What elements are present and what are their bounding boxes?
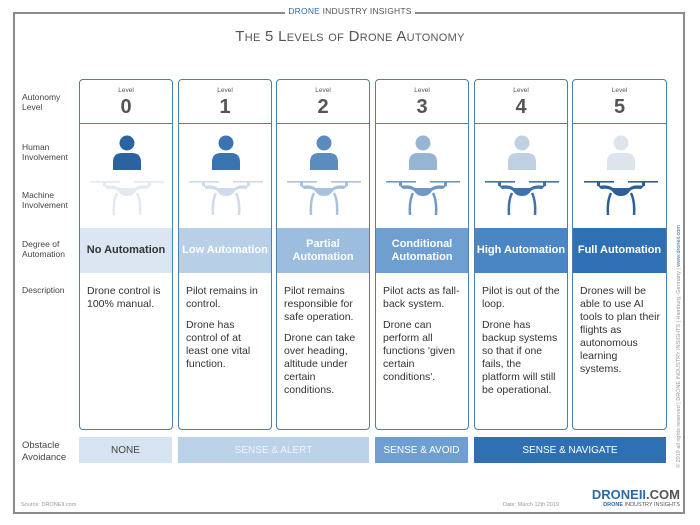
degree-of-automation: Full Automation (573, 228, 666, 273)
description: Pilot acts as fall-back system. Drone can… (376, 273, 468, 384)
level-header: Level 2 (277, 80, 369, 124)
person-icon (409, 135, 437, 170)
level-label: Level (217, 87, 233, 94)
level-number: 5 (613, 96, 626, 118)
degree-of-automation: No Automation (80, 228, 172, 273)
icons (277, 124, 369, 228)
label-obstacle: Obstacle Avoidance (22, 440, 67, 463)
description: Pilot remains in control. Drone has contr… (179, 273, 271, 371)
level-label: Level (513, 87, 529, 94)
description-paragraph: Pilot acts as fall-back system. (383, 285, 460, 310)
logo-b: .COM (646, 487, 680, 502)
source: Source: DRONEII.com (21, 502, 77, 508)
description-paragraph: Drone has control of at least one vital … (186, 319, 251, 370)
drone-icon (287, 181, 361, 216)
icons (475, 124, 567, 228)
description-paragraph: Drone can take over heading, altitude un… (284, 332, 356, 396)
obstacle-sense-alert: SENSE & ALERT (178, 437, 369, 463)
person-icon (310, 135, 338, 170)
description-paragraph: Drone has backup systems so that if one … (482, 319, 558, 396)
date: Date: March 12th 2019 (503, 502, 559, 508)
description-paragraph: Pilot remains in control. (186, 285, 258, 310)
description: Pilot remains responsible for safe opera… (277, 273, 369, 397)
description-paragraph: Drone control is 100% manual. (87, 285, 161, 310)
level-label: Level (414, 87, 430, 94)
label-machine: Machine Involvement (22, 190, 68, 210)
obstacle-label: SENSE & NAVIGATE (522, 444, 618, 456)
description-paragraph: Drones will be able to use AI tools to p… (580, 285, 660, 375)
side-copyright: © 2019 all rights reserved | DRONE INDUS… (676, 225, 682, 468)
icons (376, 124, 468, 228)
drone-icon (386, 181, 460, 216)
label-description: Description (22, 285, 65, 295)
label-human: Human Involvement (22, 142, 68, 162)
level-header: Level 4 (475, 80, 567, 124)
level-header: Level 0 (80, 80, 172, 124)
level-label: Level (315, 87, 331, 94)
drone-icon (583, 181, 658, 216)
level-card-1: Level 1 Low Automation Pilot remains in … (178, 79, 272, 430)
drone-icon (90, 181, 164, 216)
obstacle-label: SENSE & ALERT (234, 444, 313, 456)
level-number: 4 (515, 96, 527, 118)
degree-of-automation: Partial Automation (277, 228, 369, 273)
label-autonomy: Autonomy Level (22, 92, 61, 112)
level-header: Level 3 (376, 80, 468, 124)
divider (13, 12, 285, 14)
level-number: 2 (317, 96, 329, 118)
brand-b: INDUSTRY INSIGHTS (322, 6, 412, 16)
level-card-2: Level 2 Partial Automation Pilot remains… (276, 79, 370, 430)
divider (415, 12, 685, 14)
description: Drones will be able to use AI tools to p… (573, 273, 666, 376)
level-number: 0 (120, 96, 132, 118)
brand-top: DRONE INDUSTRY INSIGHTS (0, 6, 700, 16)
level-number: 3 (416, 96, 428, 118)
drone-icon (485, 181, 559, 216)
side-text: © 2019 all rights reserved | DRONE INDUS… (676, 266, 682, 468)
obstacle-sense-navigate: SENSE & NAVIGATE (474, 437, 666, 463)
degree-of-automation: High Automation (475, 228, 567, 273)
logo-d: INDUSTRY INSIGHTS (624, 502, 680, 508)
level-card-3: Level 3 Conditional Automation Pilot act… (375, 79, 469, 430)
person-icon (113, 135, 141, 170)
level-label: Level (611, 87, 628, 94)
obstacle-none: NONE (79, 437, 172, 463)
page-title: The 5 Levels of Drone Autonomy (235, 28, 465, 45)
description-paragraph: Pilot is out of the loop. (482, 285, 560, 310)
level-header: Level 1 (179, 80, 271, 124)
label-degree: Degree of Automation (22, 239, 65, 259)
description: Drone control is 100% manual. (80, 273, 172, 311)
icons (80, 124, 172, 228)
person-icon (212, 135, 240, 170)
degree-of-automation: Low Automation (179, 228, 271, 273)
level-card-0: Level 0 No Automation Drone control is 1… (79, 79, 173, 430)
obstacle-sense-avoid: SENSE & AVOID (375, 437, 468, 463)
level-header: Level 5 (573, 80, 666, 124)
obstacle-label: SENSE & AVOID (383, 444, 460, 456)
level-card-5: Level 5 Full Automation Drones will be a… (572, 79, 667, 430)
level-card-4: Level 4 High Automation Pilot is out of … (474, 79, 568, 430)
brand-a: DRONE (288, 6, 321, 16)
frame (13, 12, 685, 514)
side-link[interactable]: www.droneii.com (676, 225, 682, 267)
description-paragraph: Pilot remains responsible for safe opera… (284, 285, 354, 323)
logo-a: DRONEII (591, 487, 647, 502)
description: Pilot is out of the loop. Drone has backu… (475, 273, 567, 397)
person-icon (508, 135, 536, 170)
logo: DRONEII.COM DRONE INDUSTRY INSIGHTS (592, 487, 680, 508)
degree-of-automation: Conditional Automation (376, 228, 468, 273)
drone-icon (189, 181, 263, 216)
icons (573, 124, 666, 228)
icons (179, 124, 271, 228)
description-paragraph: Drone can perform all functions 'given c… (383, 319, 456, 383)
obstacle-label: NONE (111, 444, 140, 456)
level-number: 1 (219, 96, 231, 118)
level-label: Level (118, 87, 134, 94)
person-icon (606, 135, 635, 170)
logo-c: DRONE (603, 502, 624, 508)
